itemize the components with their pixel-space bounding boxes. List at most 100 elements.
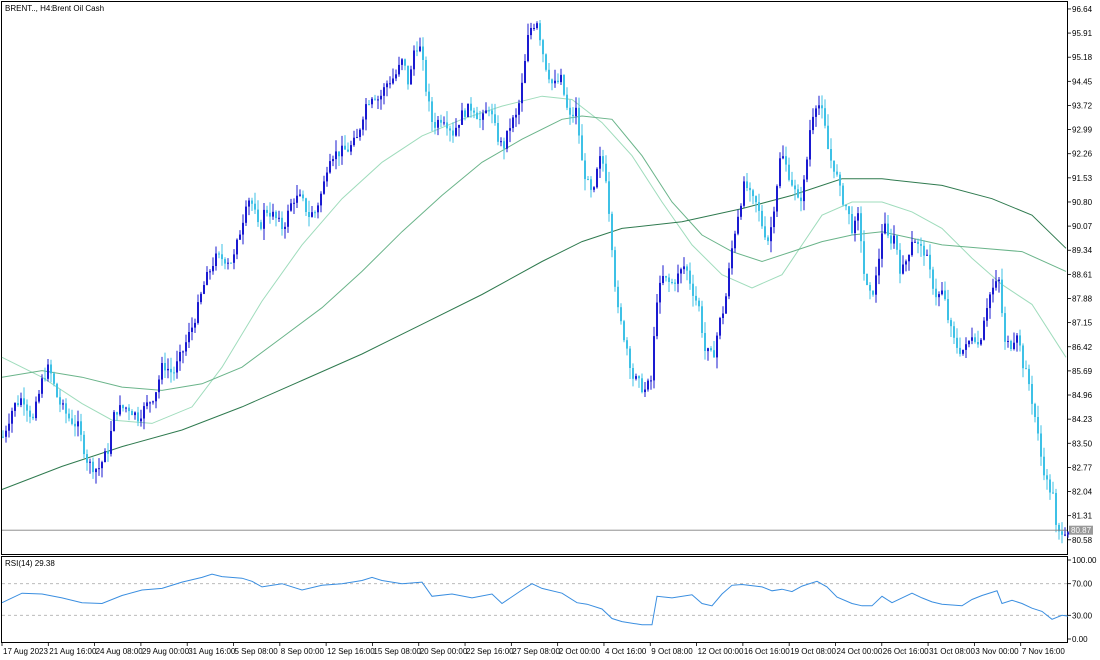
candle-body — [719, 318, 721, 336]
candle-body — [599, 156, 601, 169]
candle-body — [455, 127, 457, 136]
candle-body — [578, 107, 580, 136]
candle-body — [479, 119, 481, 121]
candle-body — [581, 135, 583, 161]
price-label: 90.07 — [1072, 222, 1093, 231]
candle-body — [263, 209, 265, 229]
candle-body — [503, 141, 505, 149]
price-panel[interactable] — [1, 1, 1068, 555]
time-label: 24 Aug 08:00 — [96, 647, 144, 656]
candle-body — [776, 186, 778, 212]
candle-body — [230, 262, 232, 264]
candle-body — [32, 416, 34, 419]
candle-body — [458, 124, 460, 128]
candle-body — [1001, 279, 1003, 314]
candle-body — [983, 320, 985, 340]
candle-body — [242, 222, 244, 235]
candle-body — [842, 185, 844, 205]
candle-body — [749, 187, 751, 191]
candle-body — [389, 83, 391, 85]
candle-body — [539, 23, 541, 41]
candle-body — [614, 250, 616, 287]
candle-body — [611, 213, 613, 251]
candle-body — [416, 50, 418, 52]
candle-body — [917, 241, 919, 244]
time-label: 31 Oct 08:00 — [929, 647, 975, 656]
candle-body — [143, 406, 145, 419]
candle-body — [707, 348, 709, 352]
candle-body — [119, 405, 121, 415]
candle-body — [1037, 417, 1039, 434]
candle-body — [155, 392, 157, 402]
candle-body — [212, 266, 214, 272]
candle-body — [524, 61, 526, 83]
candle-body — [881, 233, 883, 259]
candle-body — [836, 171, 838, 175]
candle-body — [209, 271, 211, 273]
time-label: 29 Aug 00:00 — [142, 647, 190, 656]
candle-body — [104, 451, 106, 463]
candle-body — [752, 190, 754, 197]
price-label: 85.69 — [1072, 367, 1093, 376]
candle-body — [248, 200, 250, 207]
candle-body — [191, 327, 193, 332]
candle-body — [920, 244, 922, 246]
rsi-axis-label: 100.00 — [1072, 556, 1097, 565]
candle-body — [431, 101, 433, 122]
candle-body — [890, 235, 892, 244]
candle-body — [815, 108, 817, 117]
candle-body — [365, 104, 367, 120]
candle-body — [464, 110, 466, 117]
candle-body — [716, 335, 718, 358]
candle-body — [407, 65, 409, 85]
candle-body — [866, 273, 868, 285]
candle-body — [929, 254, 931, 270]
candle-body — [803, 179, 805, 202]
candle-body — [368, 104, 370, 106]
candle-body — [827, 125, 829, 149]
price-label: 92.99 — [1072, 126, 1093, 135]
time-label: 22 Sep 16:00 — [466, 647, 514, 656]
candle-body — [287, 210, 289, 227]
candle-body — [488, 110, 490, 112]
candle-body — [833, 160, 835, 172]
candle-body — [863, 241, 865, 274]
candle-body — [509, 128, 511, 131]
candle-body — [149, 402, 151, 404]
candle-body — [686, 266, 688, 271]
rsi-panel[interactable] — [1, 556, 1068, 643]
candle-body — [221, 254, 223, 260]
candle-body — [11, 410, 13, 424]
candle-body — [692, 283, 694, 296]
candle-body — [323, 181, 325, 194]
candle-body — [251, 200, 253, 204]
price-label: 84.23 — [1072, 415, 1093, 424]
candle-body — [266, 209, 268, 213]
candle-body — [824, 108, 826, 126]
candle-body — [128, 407, 130, 412]
candle-body — [860, 213, 862, 242]
candle-body — [1049, 479, 1051, 493]
candle-body — [8, 423, 10, 431]
candle-body — [329, 161, 331, 173]
price-label: 94.45 — [1072, 77, 1093, 86]
candle-body — [77, 421, 79, 427]
candle-body — [560, 74, 562, 83]
candle-body — [116, 412, 118, 415]
candle-body — [623, 321, 625, 341]
rsi-axis-label: 0.00 — [1072, 635, 1088, 644]
candle-body — [401, 59, 403, 65]
candle-body — [23, 398, 25, 405]
candle-body — [782, 156, 784, 159]
time-label: 9 Oct 08:00 — [651, 647, 693, 656]
candle-body — [380, 95, 382, 100]
candle-body — [497, 123, 499, 142]
candle-body — [1058, 524, 1060, 532]
candle-body — [224, 259, 226, 264]
candle-body — [569, 107, 571, 115]
candle-body — [689, 270, 691, 284]
candle-body — [608, 181, 610, 214]
candle-body — [851, 214, 853, 234]
ma-line-3 — [1, 178, 1067, 490]
